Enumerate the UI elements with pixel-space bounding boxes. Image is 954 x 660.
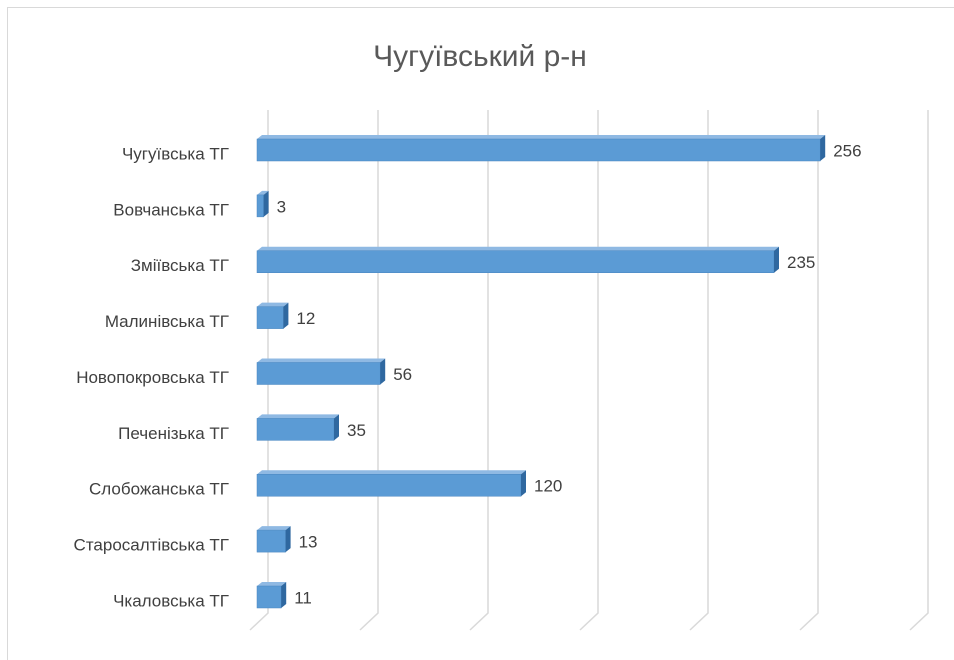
bar bbox=[256, 138, 821, 162]
value-label: 120 bbox=[534, 477, 562, 496]
bar-top bbox=[257, 358, 386, 363]
y-tick-label: Зміївська ТГ bbox=[131, 256, 229, 275]
bar bbox=[256, 418, 335, 441]
value-label: 11 bbox=[294, 588, 312, 607]
bar-top bbox=[257, 190, 269, 195]
bar-end bbox=[285, 526, 291, 553]
bar-top bbox=[257, 246, 779, 251]
y-tick-label: Вовчанська ТГ bbox=[113, 200, 229, 219]
value-label: 3 bbox=[277, 197, 286, 216]
y-tick-label: Чкаловська ТГ bbox=[113, 591, 229, 610]
bar-top bbox=[257, 414, 339, 419]
bar-end bbox=[263, 190, 269, 217]
bar bbox=[256, 474, 522, 497]
y-tick-label: Старосалтівська ТГ bbox=[74, 536, 229, 555]
grid-line bbox=[799, 110, 819, 631]
y-tick-label: Новопокровська ТГ bbox=[76, 368, 229, 387]
bar-end bbox=[521, 470, 526, 497]
bar-end bbox=[283, 302, 289, 329]
bar-top bbox=[257, 582, 287, 586]
value-label: 56 bbox=[393, 365, 412, 384]
grid-line bbox=[249, 110, 269, 631]
bar bbox=[256, 362, 381, 385]
bar-top bbox=[257, 526, 291, 531]
bar-end bbox=[820, 135, 826, 161]
y-tick-label: Печенізька ТГ bbox=[118, 424, 229, 443]
bar-top bbox=[257, 135, 826, 139]
chart-title: Чугуївський р-н bbox=[373, 40, 587, 73]
value-label: 13 bbox=[299, 533, 318, 552]
y-tick-label: Слобожанська ТГ bbox=[89, 480, 229, 499]
grid-line bbox=[579, 110, 599, 631]
bar bbox=[256, 194, 264, 218]
grid-line bbox=[909, 110, 929, 631]
chart-frame bbox=[7, 7, 954, 660]
grid-line bbox=[689, 110, 709, 631]
bar-end bbox=[334, 414, 339, 441]
value-label: 235 bbox=[787, 253, 815, 272]
bar-end bbox=[380, 358, 386, 385]
y-tick-label: Малинівська ТГ bbox=[105, 312, 229, 331]
value-label: 35 bbox=[347, 421, 366, 440]
grid-line bbox=[469, 110, 489, 631]
bar-top bbox=[257, 302, 289, 307]
y-tick-label: Чугуївська ТГ bbox=[122, 144, 229, 163]
grid-line bbox=[359, 110, 379, 631]
bar-end bbox=[774, 246, 779, 273]
bar-end bbox=[281, 582, 287, 608]
bar bbox=[256, 585, 282, 609]
bar-top bbox=[257, 470, 526, 475]
value-label: 12 bbox=[296, 309, 315, 328]
value-label: 256 bbox=[833, 141, 861, 160]
bar bbox=[256, 529, 286, 553]
bar bbox=[256, 250, 775, 273]
bar bbox=[256, 306, 284, 329]
